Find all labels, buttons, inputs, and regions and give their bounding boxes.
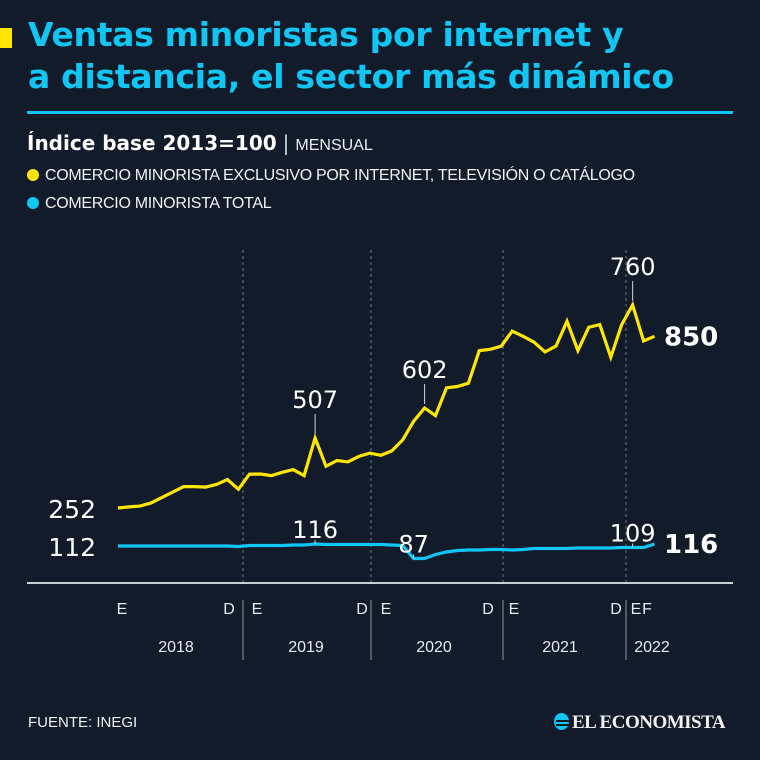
annotation-label: 760 <box>610 253 656 281</box>
end-value-label: 850 <box>664 322 718 352</box>
annotation-label: 109 <box>610 520 656 548</box>
x-tick-label: E <box>631 601 642 618</box>
x-tick-label: F <box>642 601 652 618</box>
subtitle-index-base: Índice base 2013=100 <box>27 131 277 155</box>
x-year-label: 2021 <box>542 639 578 656</box>
legend-item-internet: COMERCIO MINORISTA EXCLUSIVO POR INTERNE… <box>27 166 635 186</box>
series-line-internet <box>117 300 656 510</box>
x-tick-label: E <box>381 601 392 618</box>
title-line-2: a distancia, el sector más dinámico <box>28 57 674 96</box>
x-tick-label: E <box>252 601 263 618</box>
title-accent-bar <box>0 28 12 48</box>
annotation-label: 116 <box>292 516 338 544</box>
end-value-label: 116 <box>664 530 718 560</box>
x-tick-label: D <box>356 601 368 618</box>
title-line-1: Ventas minoristas por internet y <box>28 15 624 54</box>
x-year-label: 2022 <box>634 639 670 656</box>
start-value-label: 252 <box>48 495 96 524</box>
chart-title: Ventas minoristas por internet y a dista… <box>28 14 748 98</box>
annotation-label: 87 <box>398 531 429 559</box>
brand-name: EL ECONOMISTA <box>572 712 726 733</box>
x-tick-label: E <box>509 601 520 618</box>
legend-label: COMERCIO MINORISTA EXCLUSIVO POR INTERNE… <box>45 167 635 184</box>
legend-item-total: COMERCIO MINORISTA TOTAL <box>27 194 272 214</box>
title-divider <box>27 111 733 114</box>
subtitle-frequency: MENSUAL <box>295 137 373 154</box>
annotation-label: 602 <box>402 356 448 384</box>
start-value-label: 112 <box>48 533 96 562</box>
x-year-label: 2020 <box>416 639 452 656</box>
chart-subtitle: Índice base 2013=100 | MENSUAL <box>27 130 373 159</box>
legend-label: COMERCIO MINORISTA TOTAL <box>45 195 272 212</box>
x-year-label: 2019 <box>288 639 324 656</box>
brand-logo: EL ECONOMISTA <box>554 712 726 734</box>
x-tick-label: D <box>223 601 235 618</box>
legend-dot-blue-icon <box>27 197 39 209</box>
annotation-label: 507 <box>292 386 338 414</box>
x-year-label: 2018 <box>158 639 194 656</box>
legend-dot-yellow-icon <box>27 169 39 181</box>
source-note: FUENTE: INEGI <box>28 714 138 731</box>
globe-icon <box>554 713 569 730</box>
x-tick-label: D <box>482 601 494 618</box>
x-tick-label: D <box>610 601 622 618</box>
subtitle-separator: | <box>282 131 290 155</box>
series-line-total <box>118 542 655 561</box>
x-tick-label: E <box>117 601 128 618</box>
